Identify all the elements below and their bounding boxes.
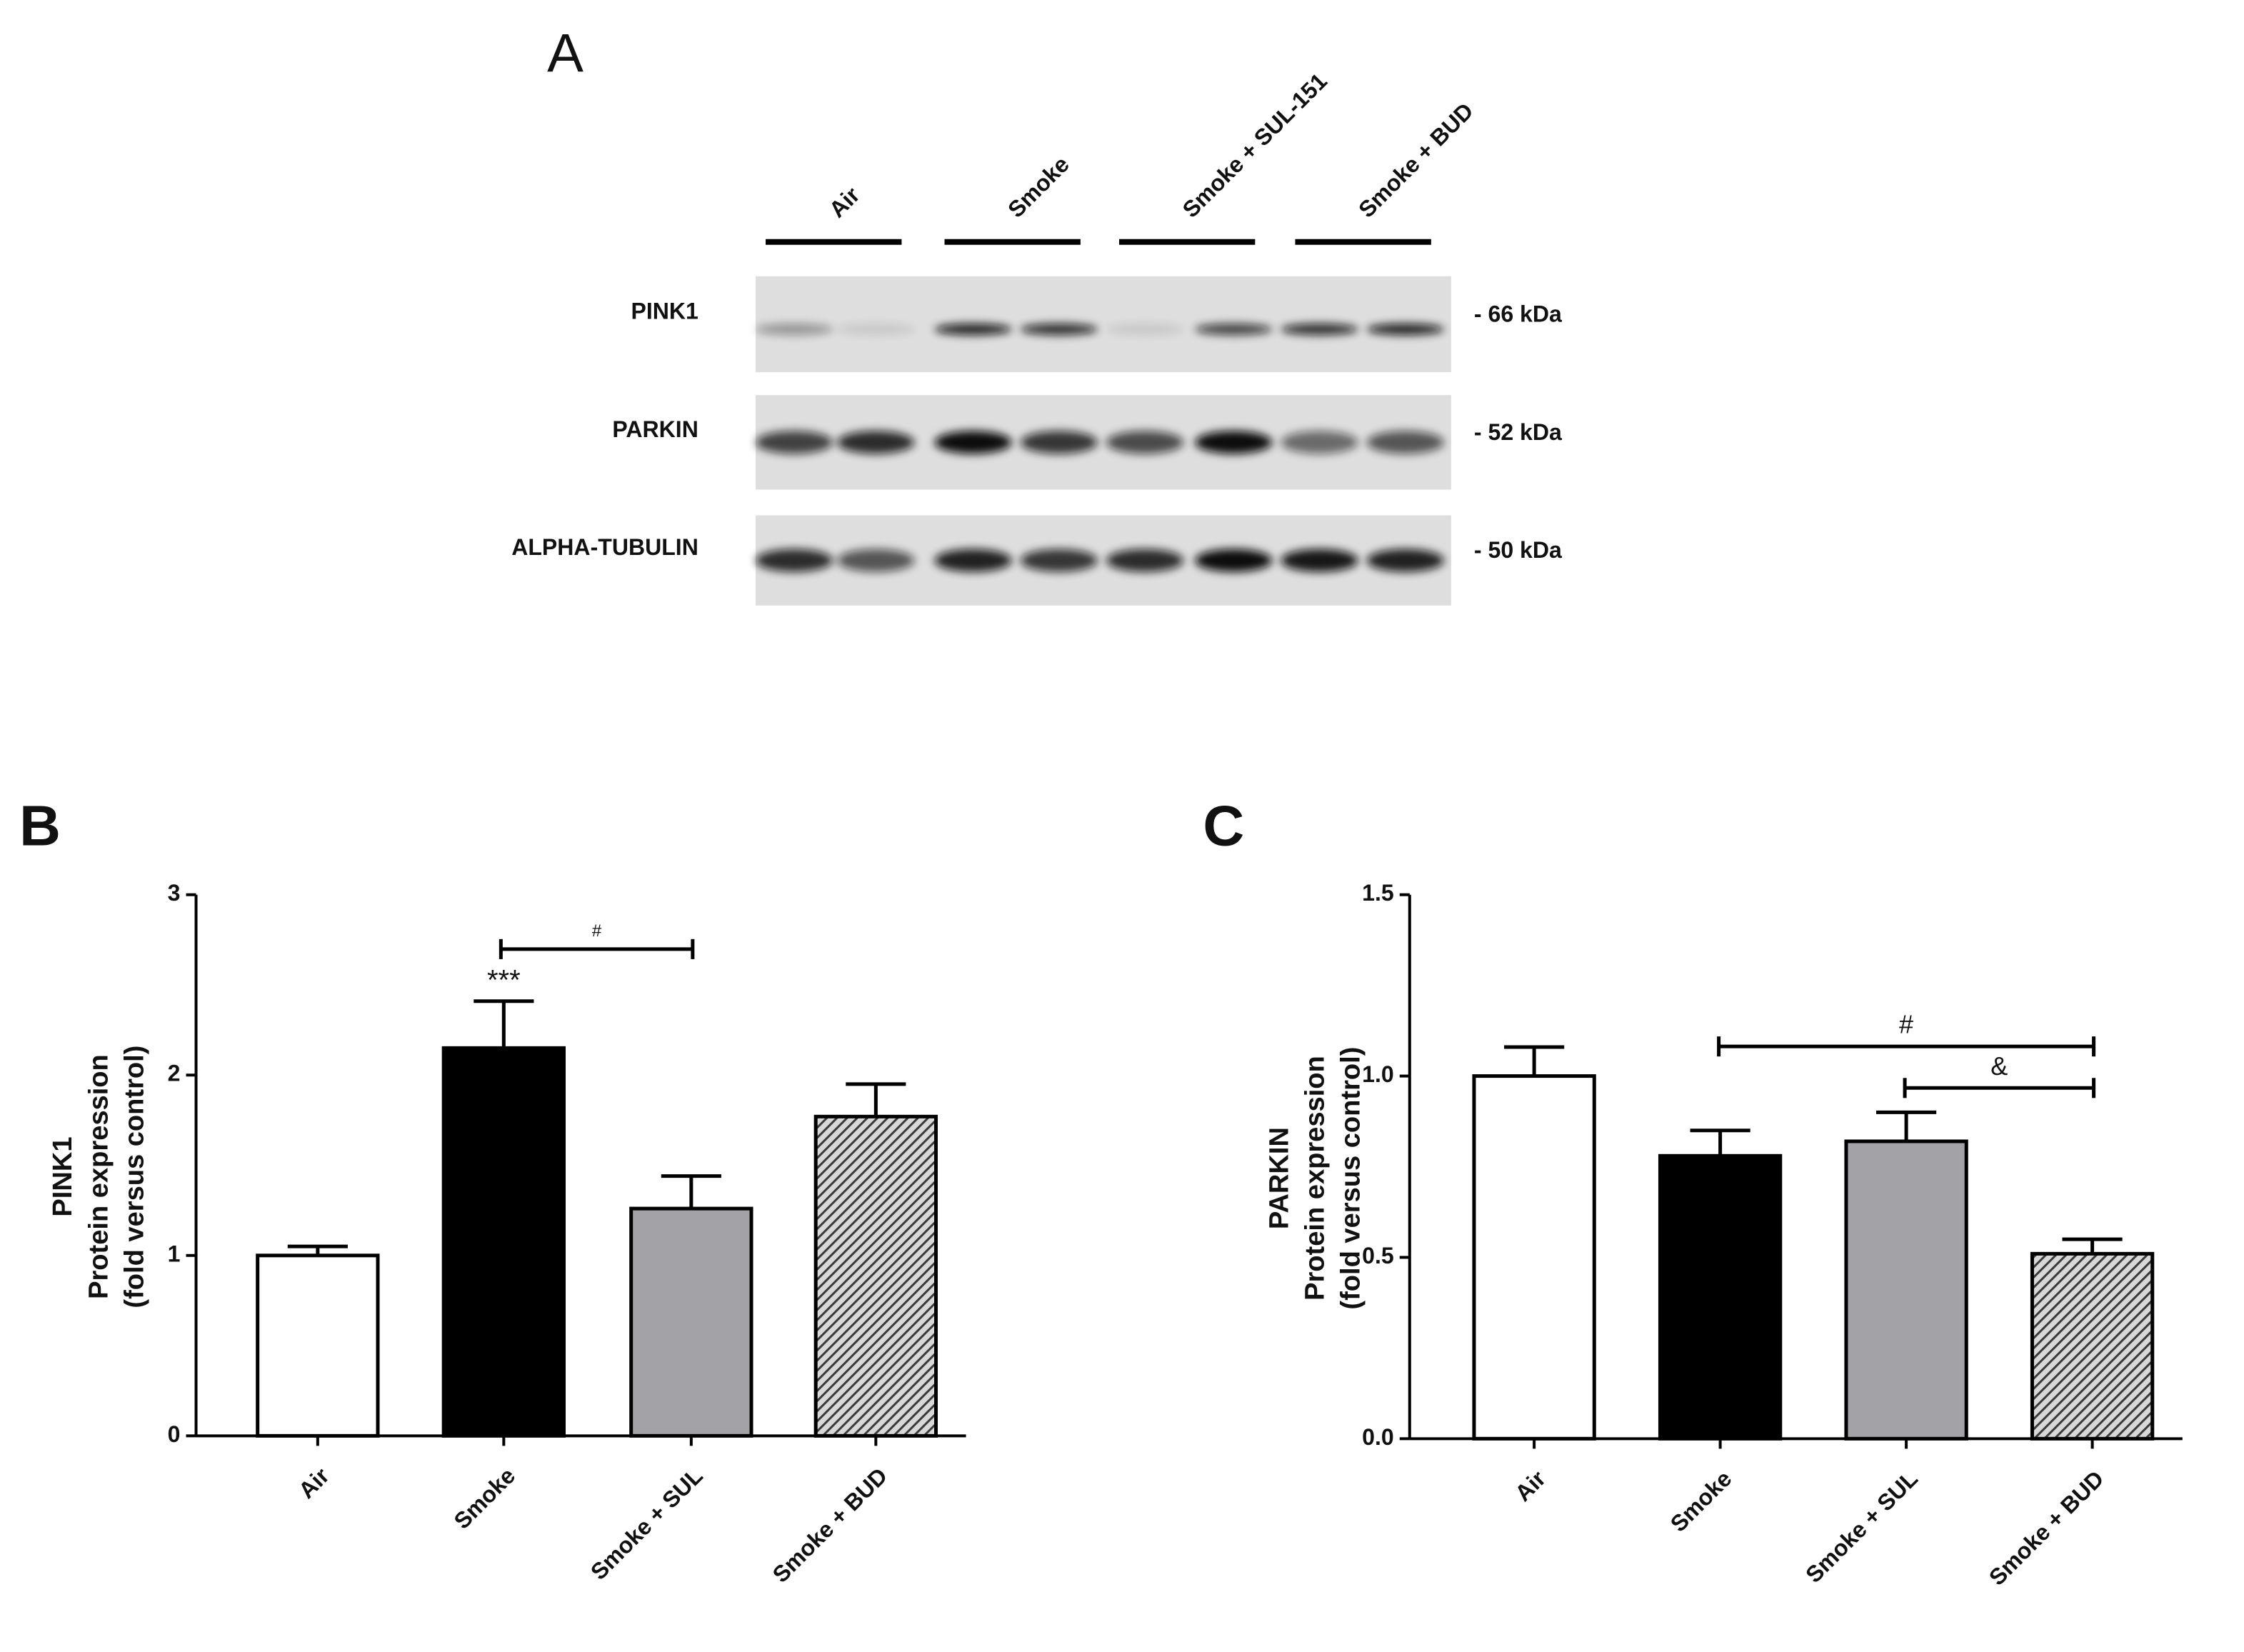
y-tick-label: 0.0 bbox=[1362, 1424, 1394, 1450]
x-tick-label: Air bbox=[294, 1463, 334, 1503]
blot-band bbox=[1281, 431, 1358, 454]
x-tick-label: Smoke + SUL bbox=[1800, 1466, 1923, 1588]
blot-band bbox=[756, 323, 833, 336]
lane-label: Smoke + SUL-151 bbox=[1178, 68, 1332, 222]
bar bbox=[1658, 1153, 1783, 1441]
bar bbox=[813, 1114, 938, 1438]
blot-band bbox=[1106, 549, 1184, 572]
y-tick-label: 1.5 bbox=[1362, 880, 1394, 906]
blot-band bbox=[1195, 549, 1273, 572]
blot-band bbox=[837, 323, 915, 336]
row-label: ALPHA-TUBULIN bbox=[511, 534, 698, 560]
blot-band bbox=[1366, 549, 1444, 572]
blot-band bbox=[934, 549, 1012, 572]
y-tick-label: 2 bbox=[168, 1061, 181, 1086]
blot-band bbox=[1106, 323, 1184, 336]
significance: # bbox=[1899, 1010, 1913, 1039]
y-tick-label: 0.5 bbox=[1362, 1243, 1394, 1268]
y-tick-label: 1 bbox=[168, 1241, 181, 1266]
blot-band bbox=[837, 431, 915, 454]
blot-band bbox=[1366, 431, 1444, 454]
row-label: PARKIN bbox=[612, 416, 698, 442]
panel-label: C bbox=[1203, 794, 1244, 858]
blot-band bbox=[1366, 323, 1444, 336]
bar bbox=[256, 1253, 380, 1438]
bar bbox=[441, 1046, 566, 1438]
bar bbox=[1472, 1074, 1596, 1441]
lane-label: Smoke bbox=[1003, 151, 1074, 223]
y-axis-label: Protein expression bbox=[84, 1054, 114, 1299]
blot-band bbox=[756, 431, 833, 454]
size-label: - 52 kDa bbox=[1474, 419, 1563, 445]
bar bbox=[2030, 1251, 2155, 1441]
blot-band bbox=[934, 323, 1012, 336]
panel-label: A bbox=[547, 23, 583, 84]
blot-band bbox=[1020, 549, 1098, 572]
significance: & bbox=[1990, 1051, 2008, 1081]
y-axis-label: PINK1 bbox=[48, 1136, 78, 1216]
panel-label: B bbox=[19, 794, 61, 858]
bar bbox=[1844, 1139, 1968, 1441]
y-tick-label: 1.0 bbox=[1362, 1061, 1394, 1087]
blot-band bbox=[1020, 323, 1098, 336]
x-tick-label: Smoke + BUD bbox=[1984, 1466, 2109, 1591]
x-tick-label: Smoke + SUL bbox=[586, 1463, 708, 1585]
y-axis-label: Protein expression bbox=[1301, 1056, 1331, 1301]
blot-band bbox=[934, 431, 1012, 454]
lane-label: Air bbox=[824, 182, 865, 223]
lane-label: Smoke + BUD bbox=[1353, 98, 1478, 223]
x-tick-label: Smoke bbox=[449, 1463, 521, 1534]
size-label: - 66 kDa bbox=[1474, 301, 1563, 326]
row-label: PINK1 bbox=[631, 298, 698, 324]
blot-band bbox=[756, 549, 833, 572]
blot-band bbox=[1281, 323, 1358, 336]
blot-band bbox=[1195, 431, 1273, 454]
size-label: - 50 kDa bbox=[1474, 537, 1563, 563]
bar bbox=[629, 1206, 753, 1438]
x-tick-label: Air bbox=[1510, 1466, 1551, 1506]
blot-band bbox=[1195, 323, 1273, 336]
y-tick-label: 3 bbox=[168, 880, 181, 906]
significance: *** bbox=[487, 965, 521, 996]
blot-band bbox=[1281, 549, 1358, 572]
y-tick-label: 0 bbox=[168, 1421, 181, 1447]
blot-band bbox=[1020, 431, 1098, 454]
significance: # bbox=[592, 921, 602, 941]
blot-band bbox=[1106, 431, 1184, 454]
x-tick-label: Smoke bbox=[1666, 1466, 1737, 1537]
x-tick-label: Smoke + BUD bbox=[768, 1463, 893, 1588]
blot-band bbox=[837, 549, 915, 572]
y-axis-label: PARKIN bbox=[1264, 1127, 1294, 1229]
y-axis-label: (fold versus control) bbox=[1336, 1047, 1366, 1310]
y-axis-label: (fold versus control) bbox=[119, 1046, 149, 1308]
